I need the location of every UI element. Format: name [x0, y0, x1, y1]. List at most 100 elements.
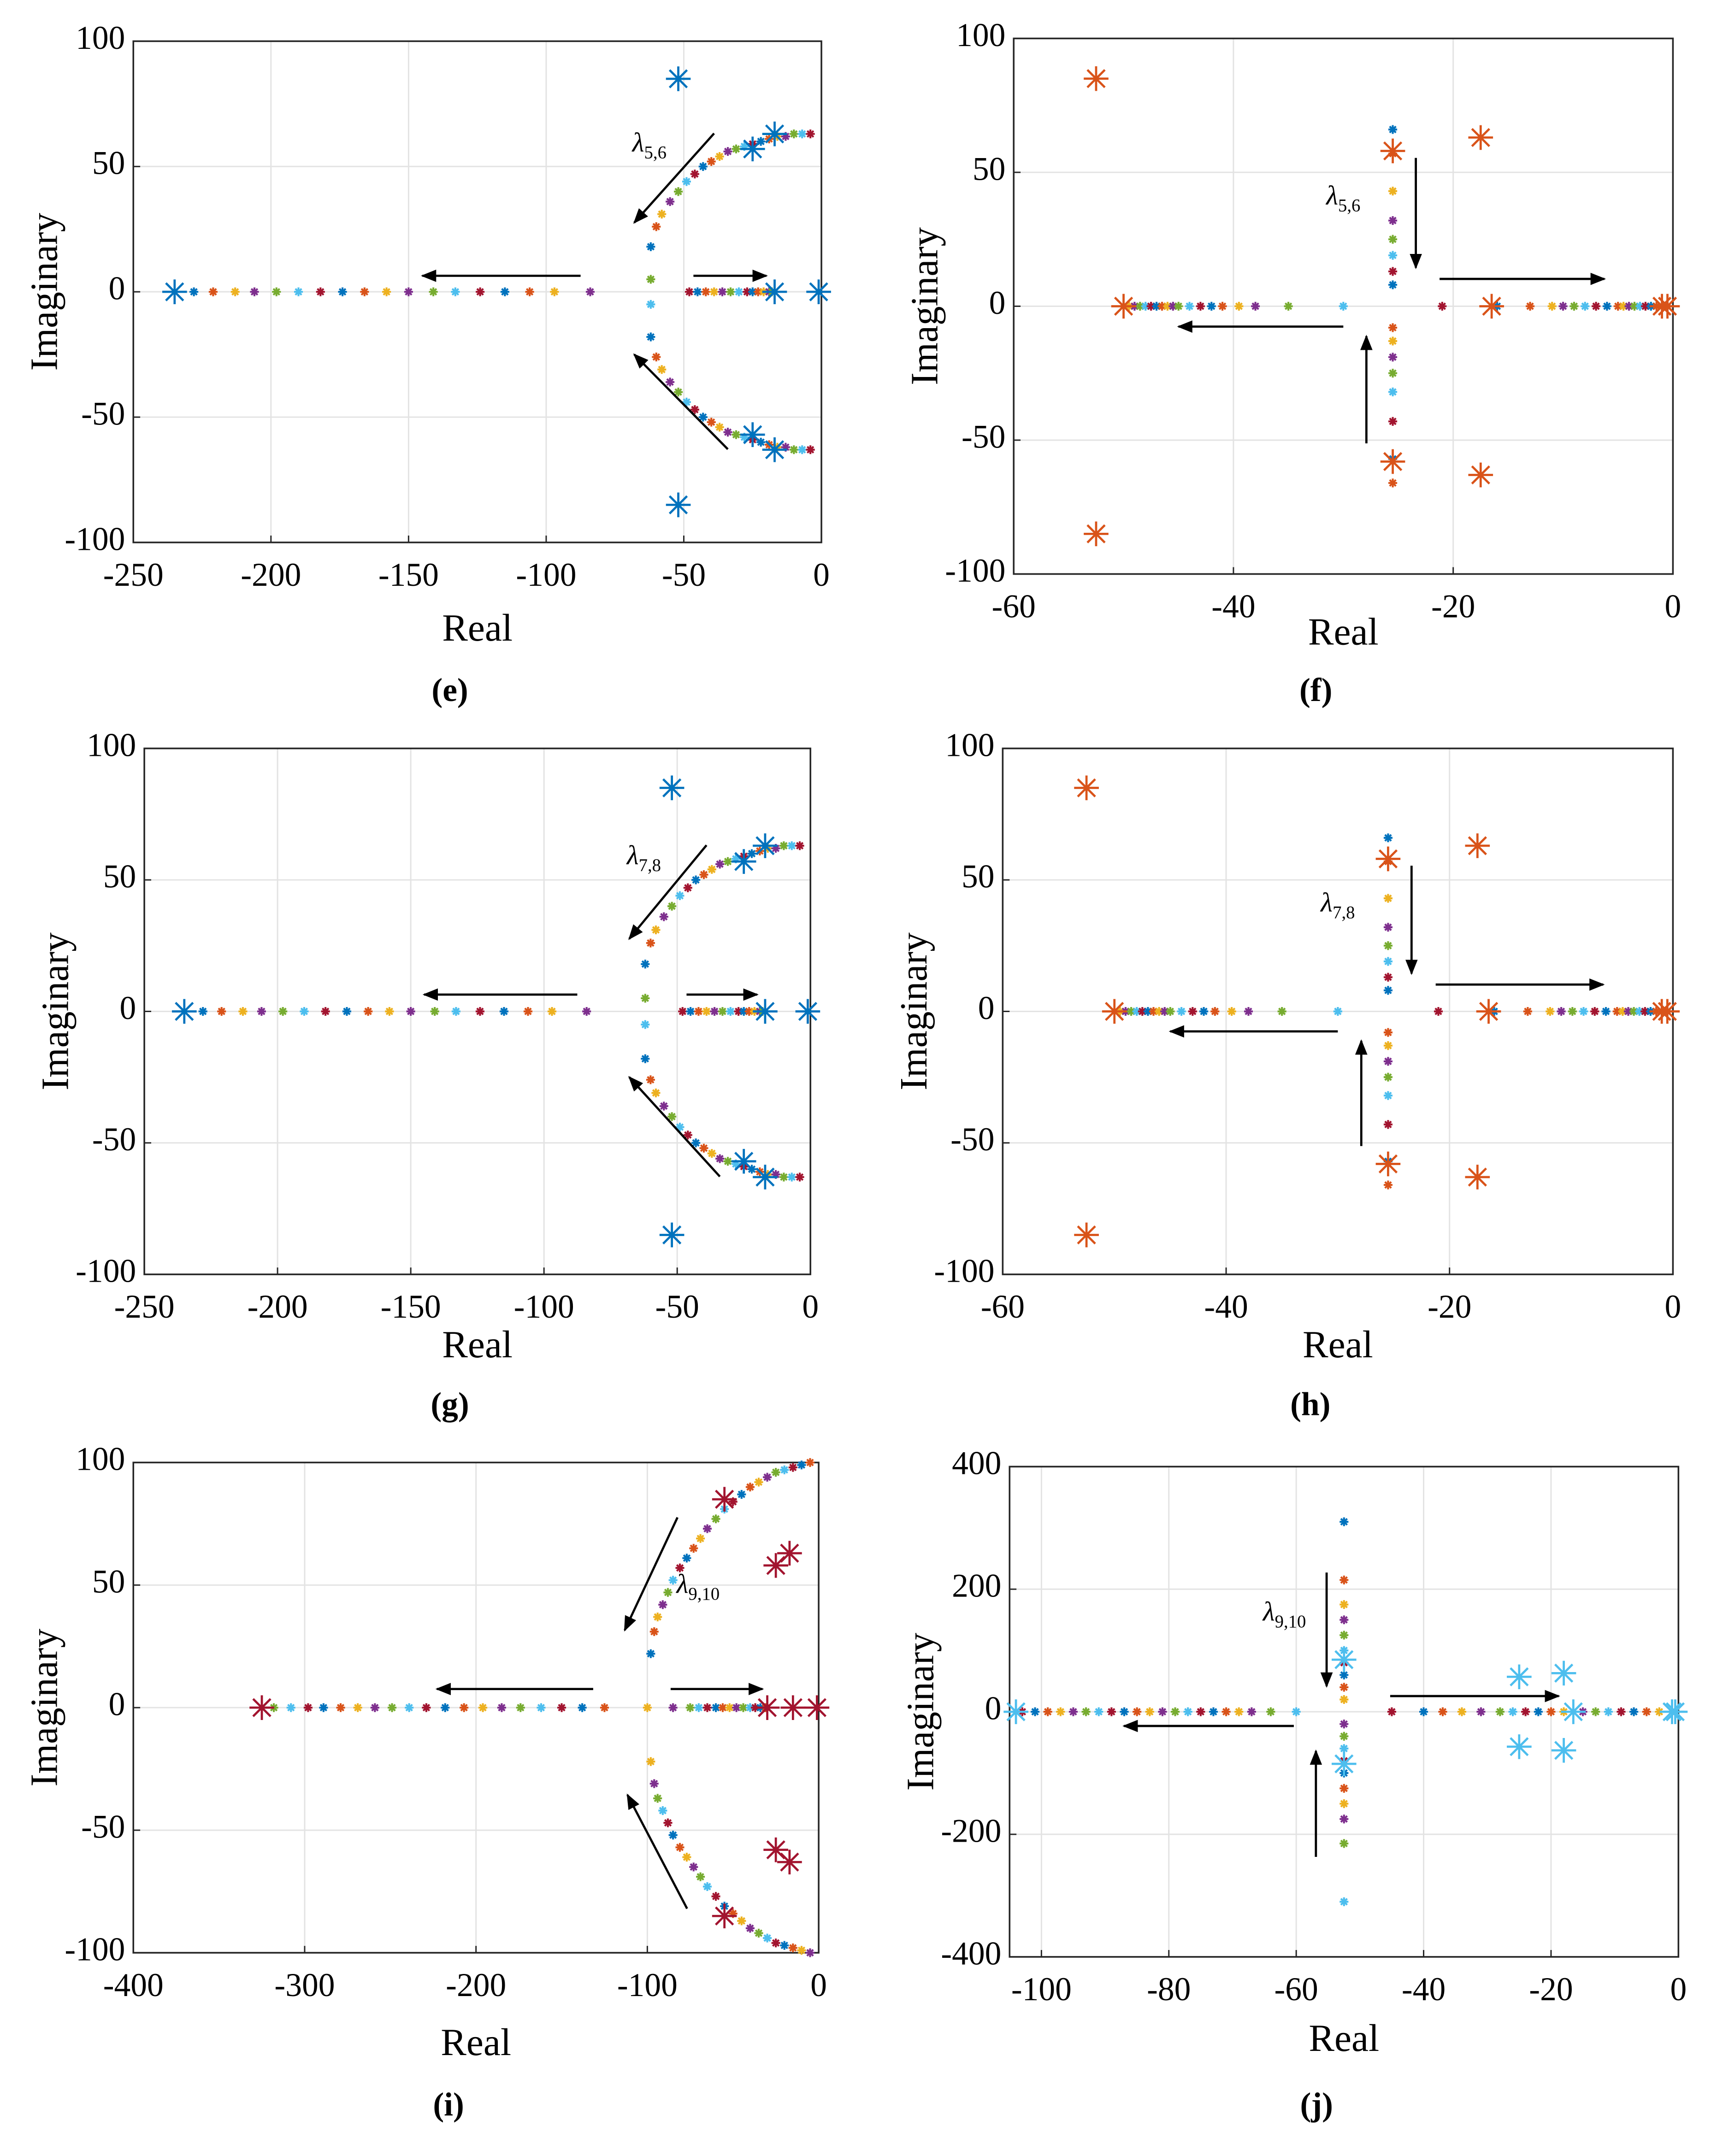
point: [1387, 1707, 1396, 1716]
point: [1339, 1799, 1349, 1808]
large-point: [659, 775, 684, 801]
point: [1383, 1120, 1392, 1129]
point: [694, 1703, 703, 1712]
point: [1523, 1007, 1532, 1016]
large-point: [1561, 1699, 1586, 1724]
y-tick-label: 200: [952, 1568, 1001, 1604]
y-axis-label: Imaginary: [900, 1632, 942, 1791]
point: [1043, 1707, 1052, 1716]
point: [643, 1703, 652, 1712]
large-point: [1663, 1699, 1688, 1724]
point: [382, 287, 391, 296]
point: [525, 287, 534, 296]
point: [1388, 267, 1398, 276]
annotation: λ5,6: [631, 127, 667, 163]
point: [745, 1924, 755, 1933]
point: [537, 1703, 546, 1712]
point: [1629, 1707, 1639, 1716]
large-point: [795, 999, 820, 1024]
point: [699, 1143, 708, 1153]
x-tick-label: -100: [516, 557, 576, 593]
point: [668, 1576, 678, 1585]
point: [230, 287, 240, 296]
point: [711, 1514, 720, 1524]
large-point: [762, 279, 787, 304]
point: [734, 1007, 743, 1016]
point: [272, 287, 281, 296]
point: [646, 300, 655, 309]
point: [404, 287, 413, 296]
point: [257, 1007, 266, 1016]
x-axis-label: Real: [1303, 1324, 1373, 1366]
point: [1168, 301, 1178, 311]
point: [646, 1649, 655, 1658]
point: [217, 1007, 226, 1016]
large-point: [1551, 1661, 1576, 1686]
point: [1521, 1707, 1530, 1716]
annotation-subscript: 5,6: [1338, 196, 1360, 216]
point: [659, 912, 668, 921]
point: [422, 1703, 431, 1712]
point: [1120, 1707, 1129, 1716]
point: [338, 287, 347, 296]
point: [795, 1172, 804, 1182]
large-point: [1465, 833, 1490, 858]
y-tick-label: -50: [81, 1808, 125, 1845]
x-tick-label: -40: [1204, 1289, 1248, 1325]
point: [500, 287, 509, 296]
y-tick-label: -50: [92, 1121, 136, 1158]
y-tick-label: 100: [76, 1441, 125, 1478]
point: [702, 1882, 712, 1891]
point: [694, 1007, 703, 1016]
point: [788, 1463, 797, 1472]
point: [336, 1703, 345, 1712]
point: [286, 1703, 295, 1712]
large-point: [1551, 1738, 1576, 1763]
y-tick-label: 0: [119, 990, 136, 1026]
point: [1591, 1707, 1600, 1716]
point: [732, 430, 741, 439]
point: [754, 1478, 763, 1487]
large-point: [1380, 138, 1405, 164]
point: [723, 147, 732, 156]
annotation: λ7,8: [1320, 887, 1355, 923]
point: [739, 1703, 748, 1712]
point: [1132, 1007, 1141, 1016]
point: [198, 1007, 207, 1016]
point: [666, 197, 675, 206]
x-tick-label: -100: [514, 1289, 574, 1325]
point: [1196, 301, 1205, 311]
y-tick-label: 50: [962, 859, 995, 895]
point: [364, 1007, 373, 1016]
point: [691, 1138, 701, 1148]
x-tick-label: -40: [1211, 588, 1255, 624]
point: [684, 287, 694, 296]
point: [1339, 1670, 1349, 1679]
point: [1171, 1707, 1180, 1716]
point: [208, 287, 218, 296]
point: [1624, 301, 1634, 311]
point: [1251, 301, 1260, 311]
point: [737, 1490, 746, 1499]
point: [641, 1020, 650, 1029]
x-tick-label: -250: [103, 557, 164, 593]
point: [1388, 216, 1398, 225]
y-tick-label: -50: [962, 418, 1005, 455]
point: [1623, 1007, 1633, 1016]
point: [1068, 1707, 1078, 1716]
x-tick-label: -300: [274, 1967, 335, 2003]
caption: (f): [1299, 672, 1332, 708]
panel: -100 -50 0 50 100 -60 -40 -20 0 Real Imaginary (f) λ…: [904, 17, 1682, 708]
arrow: [626, 1793, 688, 1909]
large-point: [1468, 125, 1493, 150]
point: [1602, 301, 1611, 311]
y-tick-label: 100: [76, 20, 125, 56]
point: [1339, 1615, 1349, 1625]
point: [732, 144, 741, 153]
point: [683, 883, 692, 892]
point: [1174, 301, 1183, 311]
annotation-subscript: 5,6: [644, 143, 667, 163]
point: [641, 960, 650, 969]
y-tick-label: -50: [950, 1121, 994, 1158]
point: [675, 1563, 684, 1573]
